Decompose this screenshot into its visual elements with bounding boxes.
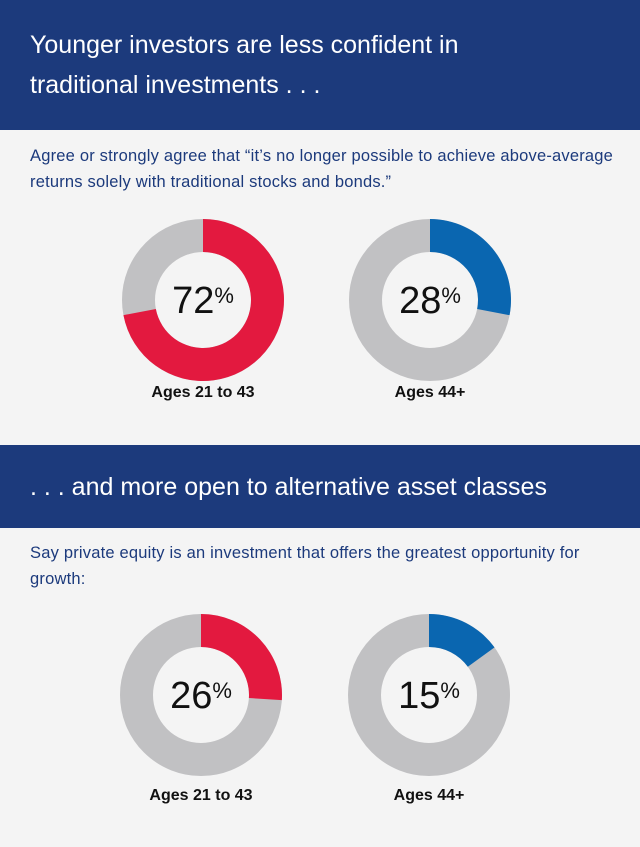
donut-slice — [430, 219, 511, 316]
section-title: . . . and more open to alternative asset… — [30, 473, 547, 501]
category-label: Ages 44+ — [394, 787, 465, 804]
section-title: Younger investors are less confident in … — [30, 31, 459, 99]
value-label: 26% — [170, 675, 232, 717]
category-label: Ages 21 to 43 — [151, 384, 254, 401]
donut-slice — [201, 614, 282, 701]
category-label: Ages 21 to 43 — [149, 787, 252, 804]
value-label: 28% — [399, 280, 461, 322]
section-subtitle: Say private equity is an investment that… — [30, 544, 580, 588]
donut-slice — [123, 219, 285, 382]
donut-slice — [429, 614, 495, 667]
value-label: 72% — [172, 280, 234, 322]
section-header — [0, 445, 640, 528]
value-label: 15% — [398, 675, 460, 717]
section-subtitle: Agree or strongly agree that “it’s no lo… — [30, 147, 614, 191]
section-header — [0, 0, 640, 130]
category-label: Ages 44+ — [395, 384, 466, 401]
